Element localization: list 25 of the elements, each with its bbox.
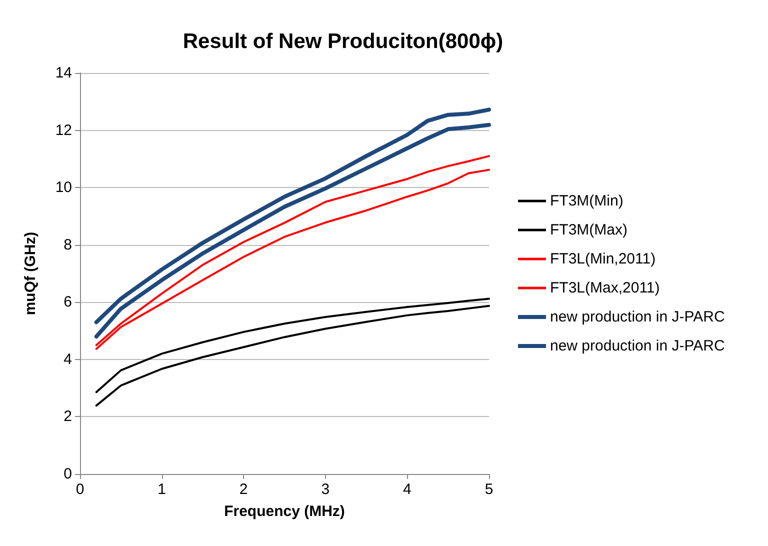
legend-label: new production in J-PARC (550, 338, 725, 354)
x-tick-label: 0 (76, 481, 84, 498)
y-tick-label: 8 (64, 236, 72, 254)
y-axis-title: muQf (GHz) (22, 232, 39, 316)
legend-label: FT3M(Min) (550, 192, 624, 210)
y-tick-label: 12 (55, 122, 72, 139)
x-tick-label: 3 (321, 481, 330, 498)
line-series (95, 298, 490, 394)
x-axis-title: Frequency (MHz) (224, 503, 345, 520)
legend-label: new production in J-PARC (550, 308, 725, 326)
chart-title: Result of New Produciton(800ϕ) (182, 30, 504, 53)
legend-label: FT3L(Max,2011) (550, 280, 660, 296)
y-tick-label: 6 (64, 294, 72, 311)
legend-label: FT3L(Min,2011) (550, 250, 656, 268)
y-tick-label: 2 (64, 408, 72, 426)
y-tick-label: 4 (64, 350, 72, 368)
line-series (95, 304, 490, 407)
legend-label: FT3M(Max) (550, 222, 628, 238)
x-tick-label: 2 (239, 481, 248, 498)
y-tick-label: 0 (64, 466, 72, 482)
y-tick-label: 14 (55, 64, 72, 82)
y-tick-label: 10 (55, 179, 72, 196)
x-tick-label: 1 (158, 481, 166, 498)
x-tick-label: 5 (484, 481, 494, 498)
x-tick-label: 4 (403, 481, 412, 498)
